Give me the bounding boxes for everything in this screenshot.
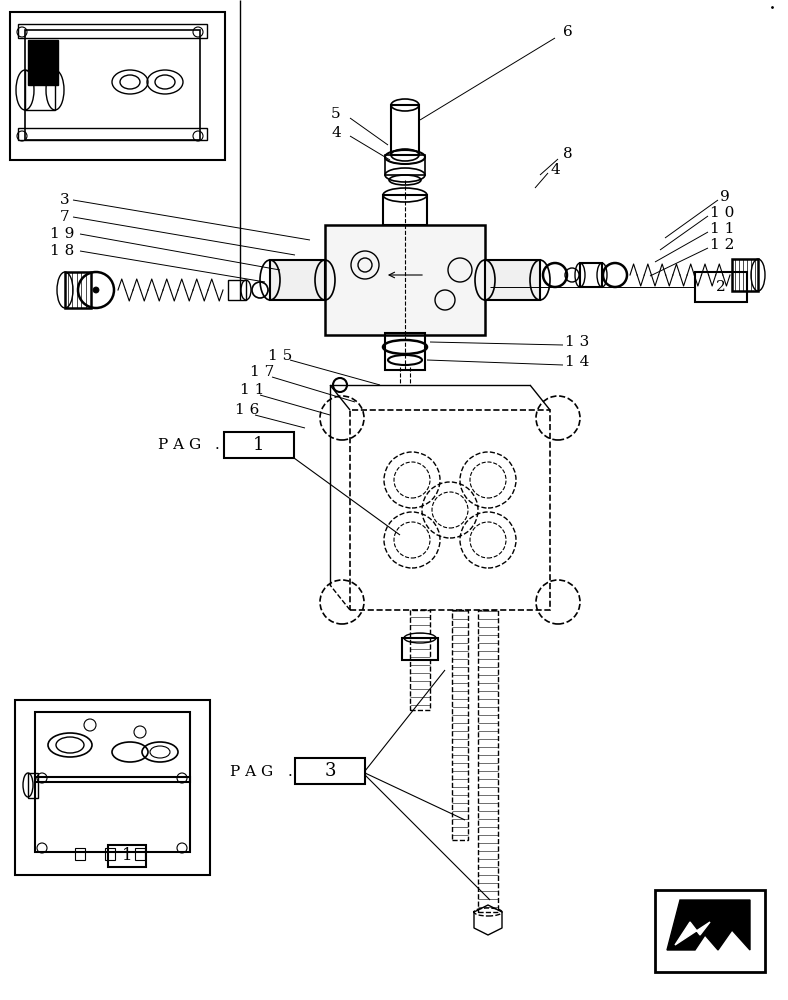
Text: .: . xyxy=(215,438,220,452)
Bar xyxy=(224,432,294,458)
Bar xyxy=(135,848,145,860)
Text: 3: 3 xyxy=(324,762,336,780)
Bar xyxy=(695,272,747,302)
Bar xyxy=(402,638,438,660)
Bar xyxy=(28,40,58,85)
Bar xyxy=(391,105,419,155)
Bar xyxy=(385,333,425,370)
Text: 4: 4 xyxy=(331,126,341,140)
Text: 1 3: 1 3 xyxy=(565,335,589,349)
Bar xyxy=(35,777,190,852)
Text: 1 0: 1 0 xyxy=(710,206,734,220)
Bar xyxy=(105,848,115,860)
Bar xyxy=(35,712,190,782)
Bar xyxy=(383,195,427,225)
Bar xyxy=(655,890,765,972)
Bar xyxy=(25,70,55,110)
Bar xyxy=(478,610,498,912)
Bar xyxy=(18,128,207,140)
Text: .: . xyxy=(288,765,293,779)
Bar xyxy=(25,30,200,140)
Text: 1 1: 1 1 xyxy=(710,222,734,236)
Circle shape xyxy=(93,287,99,293)
Bar xyxy=(295,758,365,784)
Bar xyxy=(10,12,225,160)
Text: 1: 1 xyxy=(253,436,265,454)
Text: 9: 9 xyxy=(720,190,730,204)
Polygon shape xyxy=(675,922,710,945)
Bar xyxy=(325,225,485,335)
Bar xyxy=(452,610,468,840)
Text: 6: 6 xyxy=(563,25,573,39)
Text: 1 9: 1 9 xyxy=(50,227,74,241)
Text: 1 6: 1 6 xyxy=(235,403,259,417)
Bar xyxy=(75,848,85,860)
Bar xyxy=(732,259,758,291)
Bar xyxy=(270,260,325,300)
Text: 7: 7 xyxy=(60,210,69,224)
Text: 4: 4 xyxy=(550,163,560,177)
Bar xyxy=(18,24,207,38)
Text: 5: 5 xyxy=(331,107,341,121)
Text: 8: 8 xyxy=(563,147,573,161)
Bar xyxy=(385,155,425,175)
Text: 1 4: 1 4 xyxy=(565,355,589,369)
Bar xyxy=(15,700,210,875)
Text: 1 8: 1 8 xyxy=(50,244,74,258)
Bar xyxy=(410,610,430,710)
Bar xyxy=(485,260,540,300)
Bar xyxy=(228,280,246,300)
Text: 2: 2 xyxy=(716,280,726,294)
Polygon shape xyxy=(667,900,750,950)
Bar xyxy=(350,410,550,610)
Text: 1 5: 1 5 xyxy=(268,349,292,363)
Bar xyxy=(580,263,602,287)
Text: P A G: P A G xyxy=(230,765,273,779)
Text: 1 1: 1 1 xyxy=(240,383,265,397)
Bar xyxy=(28,773,38,798)
Text: 3: 3 xyxy=(60,193,69,207)
Text: 1 7: 1 7 xyxy=(250,365,274,379)
Text: 1 2: 1 2 xyxy=(710,238,734,252)
Bar xyxy=(65,272,91,308)
Text: P A G: P A G xyxy=(158,438,201,452)
Bar xyxy=(108,845,146,867)
Text: 1: 1 xyxy=(121,848,132,864)
